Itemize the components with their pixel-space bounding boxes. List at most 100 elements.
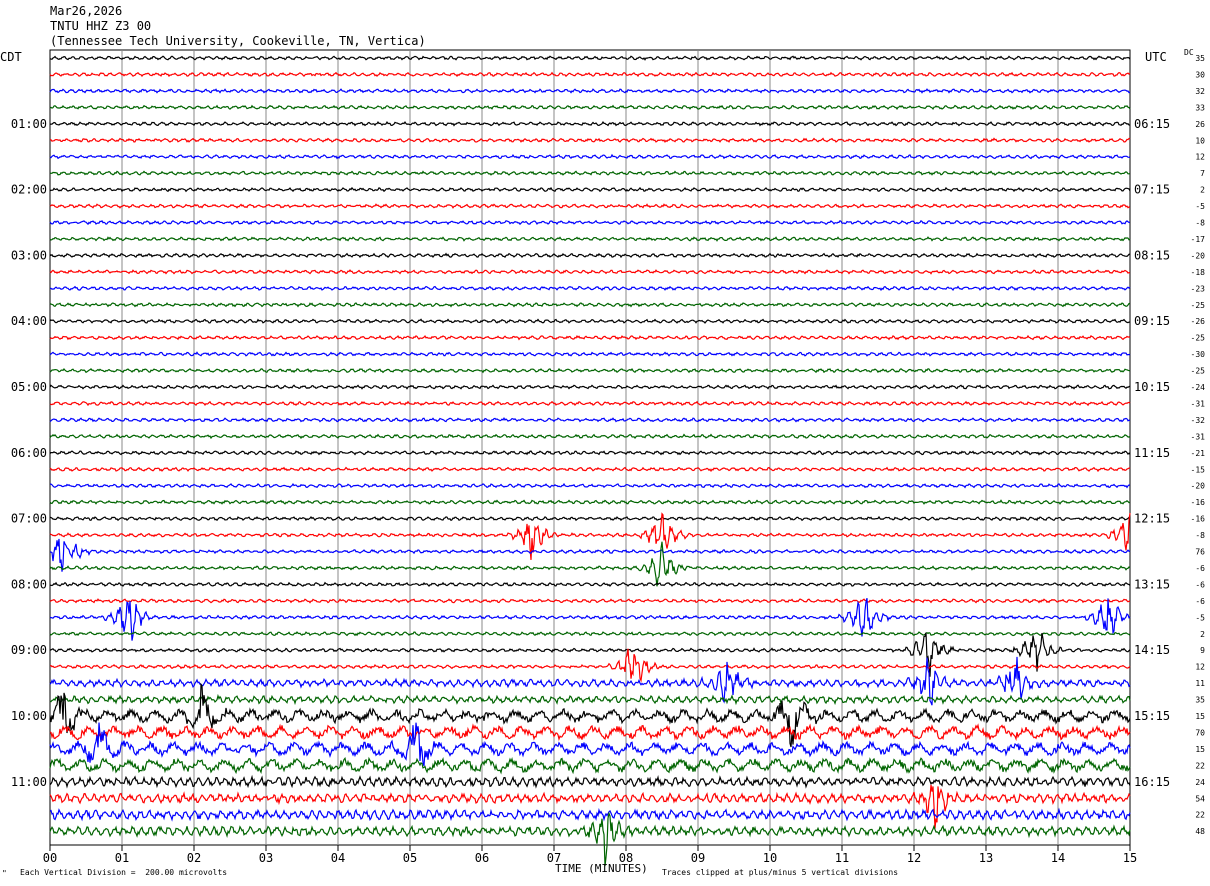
dc-offset-label: -26 xyxy=(1191,317,1206,326)
dc-offset-label: -17 xyxy=(1191,235,1206,244)
trace-row xyxy=(49,450,1131,456)
trace-row xyxy=(49,631,1131,637)
dc-offset-label: -6 xyxy=(1195,564,1205,573)
clip-note: Traces clipped at plus/minus 5 vertical … xyxy=(662,868,899,877)
trace-row xyxy=(49,417,1131,423)
date-label: Mar26,2026 xyxy=(50,4,123,18)
right-time-label: 13:15 xyxy=(1134,577,1170,591)
right-time-label: 14:15 xyxy=(1134,643,1170,657)
dc-offset-label: -8 xyxy=(1195,531,1205,540)
x-tick-label: 09 xyxy=(691,851,705,865)
dc-offset-label: 7 xyxy=(1200,169,1205,178)
dc-offset-label: 35 xyxy=(1195,696,1205,705)
x-tick-label: 05 xyxy=(403,851,417,865)
left-time-label: 11:00 xyxy=(11,775,47,789)
dc-offset-label: -23 xyxy=(1191,284,1206,293)
corner-mark: " xyxy=(2,869,7,878)
dc-offset-label: 2 xyxy=(1200,186,1205,195)
trace-row xyxy=(49,632,1131,677)
left-time-label: 05:00 xyxy=(11,380,47,394)
x-axis-title: TIME (MINUTES) xyxy=(555,862,648,875)
dc-offset-label: 54 xyxy=(1195,794,1205,803)
dc-offset-label: -25 xyxy=(1191,301,1206,310)
dc-offset-label: -5 xyxy=(1195,202,1205,211)
trace-row xyxy=(49,269,1131,275)
dc-offset-label: -16 xyxy=(1191,498,1206,507)
trace-row xyxy=(49,384,1131,390)
trace-row xyxy=(49,784,1131,829)
trace-row xyxy=(49,499,1131,505)
dc-offset-label: 24 xyxy=(1195,778,1205,787)
dc-offset-label: -31 xyxy=(1191,432,1206,441)
trace-row xyxy=(49,541,1131,587)
left-time-label: 07:00 xyxy=(11,512,47,526)
trace-row xyxy=(49,400,1131,407)
right-time-label: 10:15 xyxy=(1134,380,1170,394)
dc-offset-label: 11 xyxy=(1195,679,1205,688)
trace-row xyxy=(49,433,1131,440)
trace-row xyxy=(49,252,1131,259)
right-time-label: 15:15 xyxy=(1134,709,1170,723)
left-time-label: 03:00 xyxy=(11,248,47,262)
trace-row xyxy=(49,722,1131,767)
x-tick-label: 08 xyxy=(619,851,633,865)
trace-row xyxy=(49,723,1131,742)
x-tick-label: 01 xyxy=(115,851,129,865)
dc-offset-label: -15 xyxy=(1191,465,1206,474)
trace-row xyxy=(49,318,1131,324)
dc-offset-label: 48 xyxy=(1195,827,1205,836)
trace-row xyxy=(49,334,1131,341)
trace-row xyxy=(49,302,1131,308)
x-tick-label: 13 xyxy=(979,851,993,865)
trace-row xyxy=(49,236,1131,242)
right-time-label: 08:15 xyxy=(1134,248,1170,262)
trace-row xyxy=(49,104,1131,111)
x-tick-label: 11 xyxy=(835,851,849,865)
right-time-label: 11:15 xyxy=(1134,446,1170,460)
trace-row xyxy=(49,515,1131,522)
left-time-label: 01:00 xyxy=(11,117,47,131)
right-time-label: 12:15 xyxy=(1134,512,1170,526)
trace-row xyxy=(49,219,1131,226)
trace-row xyxy=(49,120,1131,127)
trace-row xyxy=(49,71,1131,78)
trace-row xyxy=(49,598,1131,641)
dc-offset-label: 2 xyxy=(1200,630,1205,639)
trace-row xyxy=(49,807,1131,822)
dc-offset-label: 26 xyxy=(1195,120,1205,129)
x-tick-label: 12 xyxy=(907,851,921,865)
x-tick-label: 15 xyxy=(1123,851,1137,865)
dc-offset-label: 22 xyxy=(1195,811,1205,820)
x-tick-label: 06 xyxy=(475,851,489,865)
left-time-label: 02:00 xyxy=(11,183,47,197)
location-label: (Tennessee Tech University, Cookeville, … xyxy=(50,34,426,48)
trace-row xyxy=(49,137,1131,144)
dc-offset-label: -6 xyxy=(1195,580,1205,589)
dc-offset-label: -25 xyxy=(1191,334,1206,343)
dc-offset-label: 15 xyxy=(1195,745,1205,754)
dc-offset-label: -18 xyxy=(1191,268,1206,277)
dc-offset-label: -5 xyxy=(1195,613,1205,622)
left-time-label: 10:00 xyxy=(11,709,47,723)
dc-offset-label: -21 xyxy=(1191,449,1206,458)
cdt-label: CDT xyxy=(0,50,22,64)
dc-offset-label: 30 xyxy=(1195,70,1205,79)
right-time-label: 16:15 xyxy=(1134,775,1170,789)
left-time-label: 06:00 xyxy=(11,446,47,460)
trace-row xyxy=(49,811,1131,867)
dc-offset-label: 33 xyxy=(1195,103,1205,112)
dc-label: DC xyxy=(1184,48,1194,57)
trace-row xyxy=(49,648,1131,683)
station-label: TNTU HHZ Z3 00 xyxy=(50,19,152,33)
trace-row xyxy=(49,351,1131,357)
dc-offset-label: -30 xyxy=(1191,350,1206,359)
trace-row xyxy=(49,367,1131,374)
plot-frame xyxy=(49,49,1131,846)
left-time-label: 08:00 xyxy=(11,577,47,591)
dc-offset-label: -16 xyxy=(1191,515,1206,524)
trace-row xyxy=(49,756,1131,775)
dc-offset-label: -20 xyxy=(1191,251,1206,260)
trace-row xyxy=(49,88,1131,94)
dc-offset-label: -31 xyxy=(1191,399,1206,408)
trace-row xyxy=(49,682,1131,748)
